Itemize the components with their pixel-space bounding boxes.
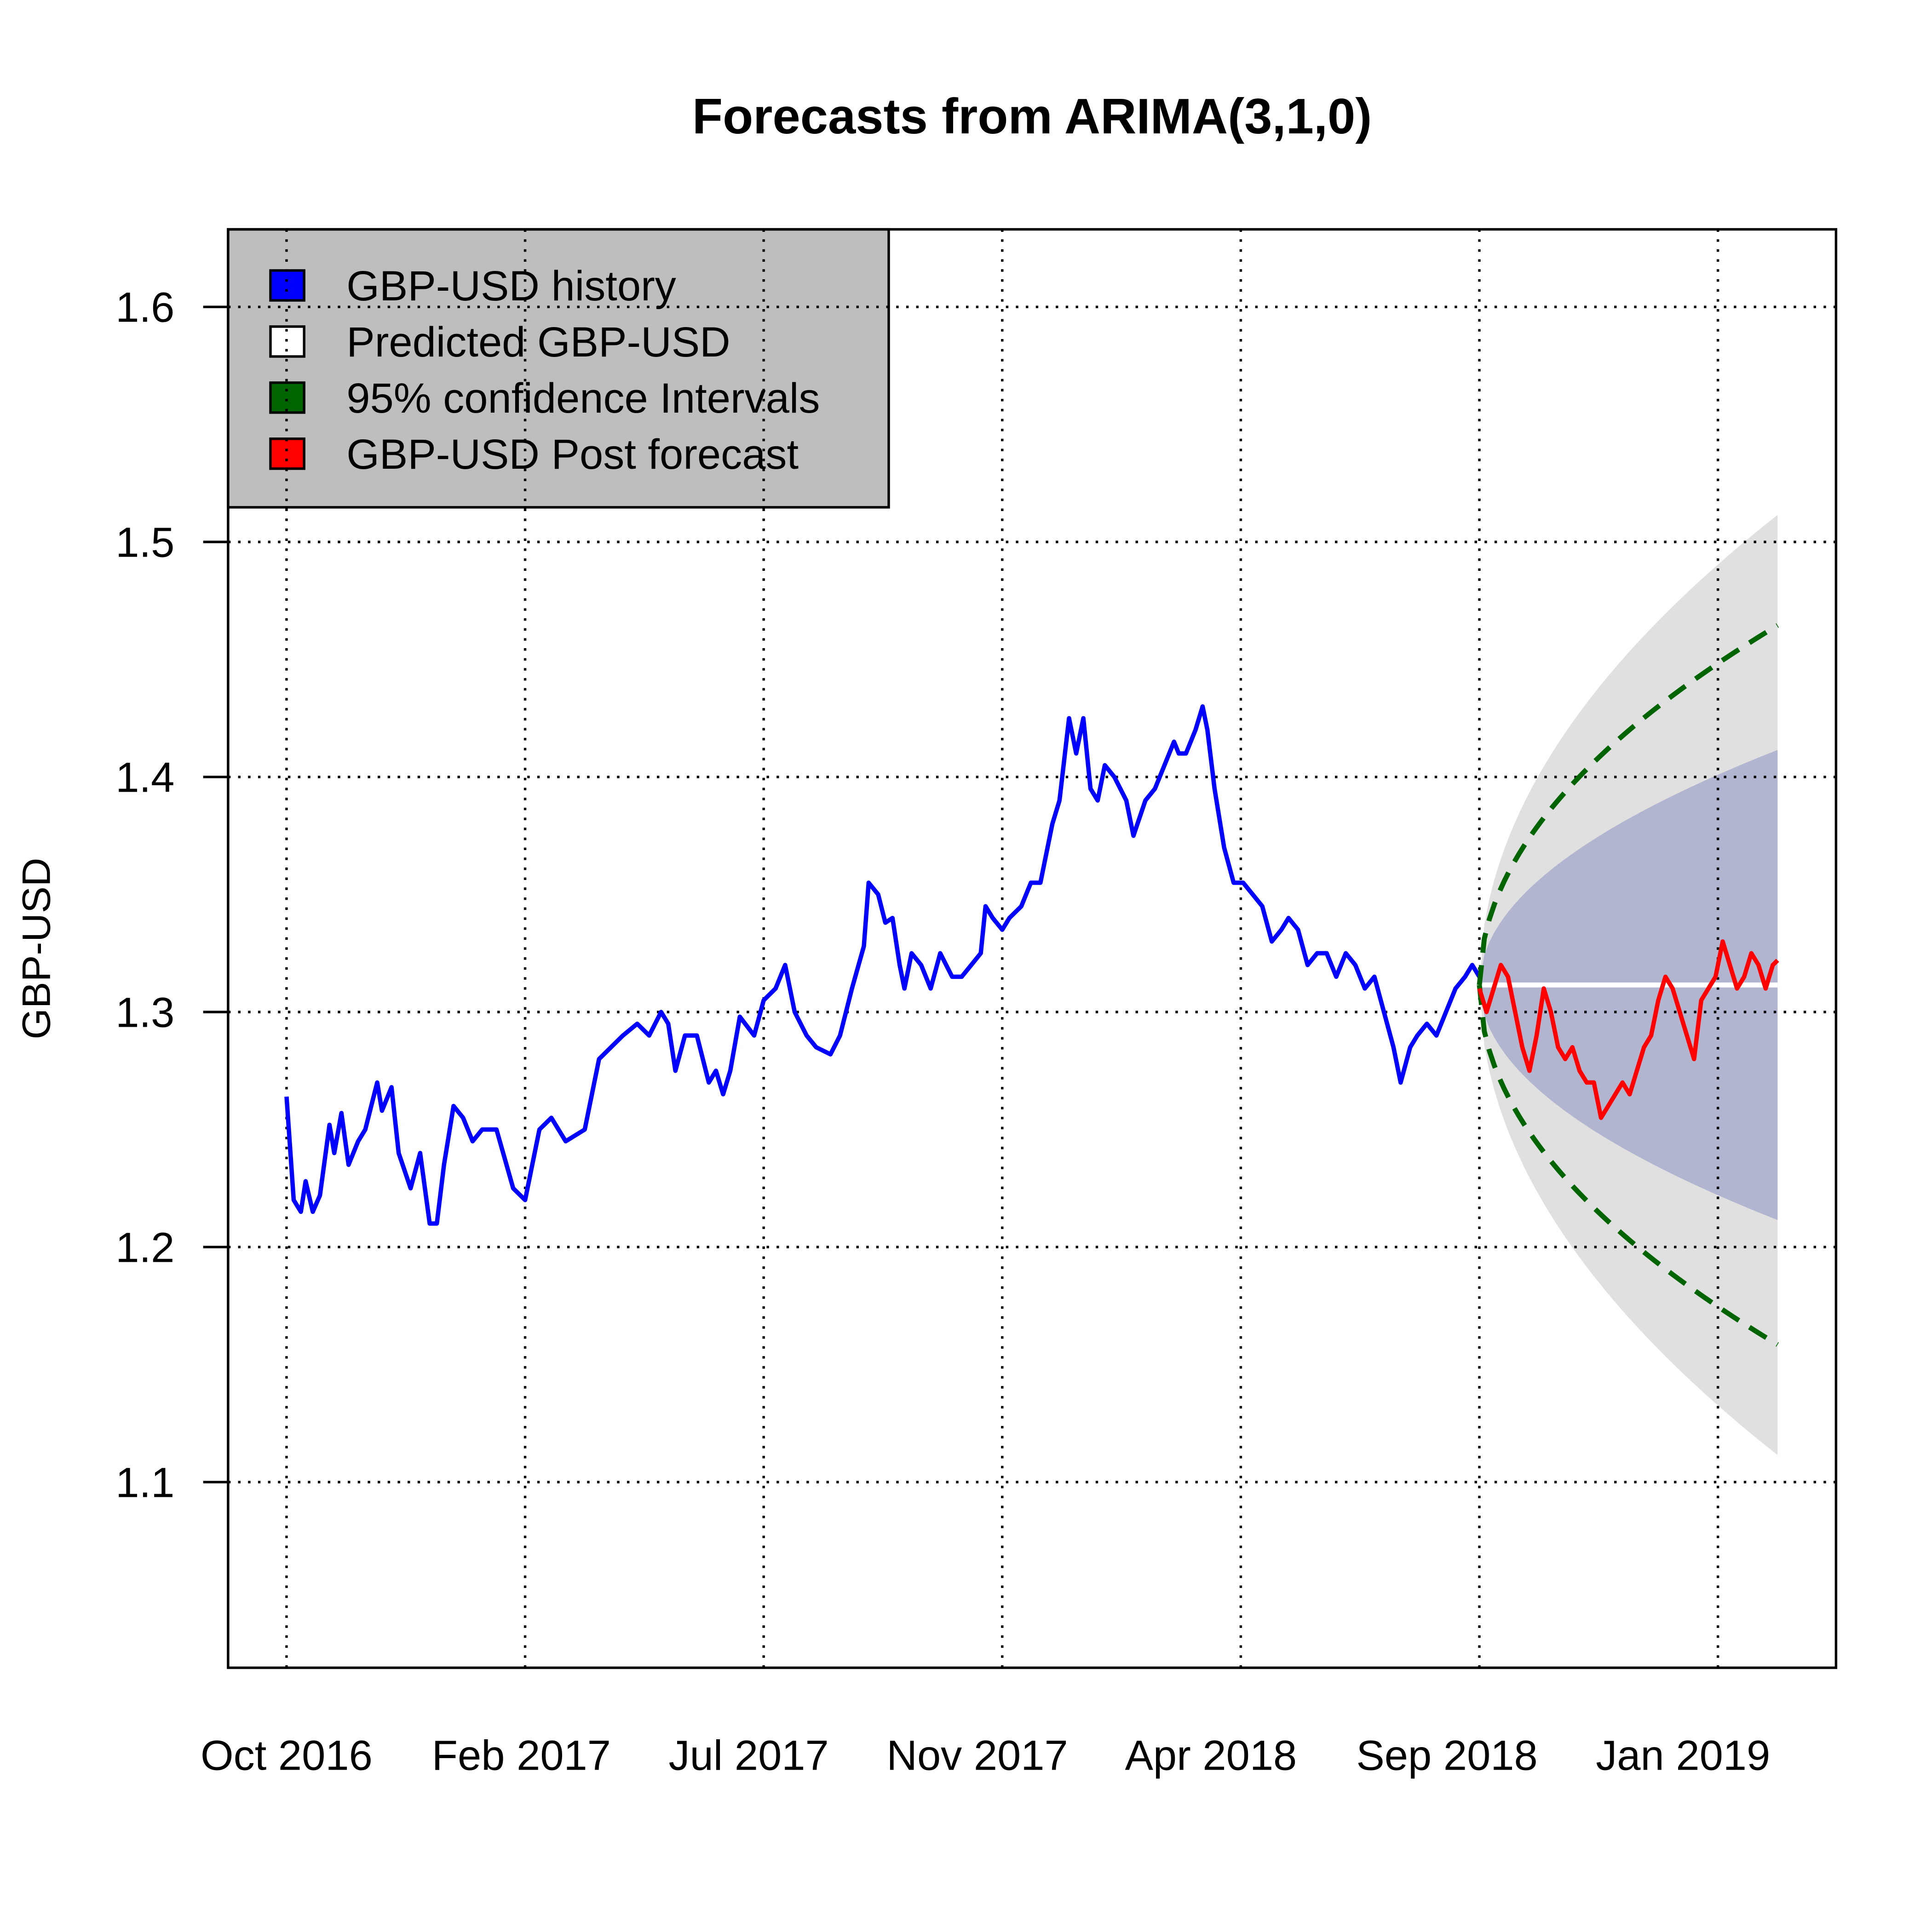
x-tick-label-4: Apr 2018 <box>1125 1732 1297 1779</box>
y-tick-label-2: 1.3 <box>115 989 174 1036</box>
y-tick-label-4: 1.5 <box>115 519 174 566</box>
y-tick-label-0: 1.1 <box>115 1459 174 1506</box>
y-tick-label-3: 1.4 <box>115 754 174 801</box>
legend-swatch-0 <box>269 269 305 302</box>
legend-box <box>227 228 890 509</box>
y-axis: 1.1 1.2 1.3 1.4 1.5 1.6 <box>115 284 228 1506</box>
legend-label-2: 95% confidence Intervals <box>346 374 820 422</box>
x-tick-label-2: Jul 2017 <box>669 1732 829 1779</box>
post-forecast-line <box>1477 939 1779 1120</box>
legend-swatch-3 <box>269 437 305 470</box>
legend-label-3: GBP-USD Post forecast <box>346 431 799 478</box>
x-tick-label-3: Nov 2017 <box>886 1732 1068 1779</box>
x-tick-label-1: Feb 2017 <box>432 1732 611 1779</box>
legend-label-1: Predicted GBP-USD <box>346 318 730 366</box>
legend-swatch-2 <box>269 381 305 414</box>
history-line <box>284 704 1482 1226</box>
y-tick-label-1: 1.2 <box>115 1224 174 1271</box>
grid <box>228 229 1836 1668</box>
y-axis-label: GBP-USD <box>14 858 58 1040</box>
legend-label-0: GBP-USD history <box>346 262 676 310</box>
x-tick-label-5: Sep 2018 <box>1356 1732 1537 1779</box>
series <box>284 623 1779 1347</box>
x-tick-label-0: Oct 2016 <box>201 1732 373 1779</box>
legend: GBP-USD history Predicted GBP-USD 95% conf… <box>227 228 890 509</box>
y-tick-label-5: 1.6 <box>115 284 174 331</box>
x-axis: Oct 2016 Feb 2017 Jul 2017 Nov 2017 Apr 2018… <box>201 1732 1770 1779</box>
plot-frame <box>227 228 1838 1669</box>
x-tick-label-6: Jan 2019 <box>1596 1732 1770 1779</box>
confidence-dashed-upper <box>1477 623 1779 985</box>
confidence-dashed-lower <box>1477 984 1779 1347</box>
chart-title: Forecasts from ARIMA(3,1,0) <box>692 88 1372 144</box>
